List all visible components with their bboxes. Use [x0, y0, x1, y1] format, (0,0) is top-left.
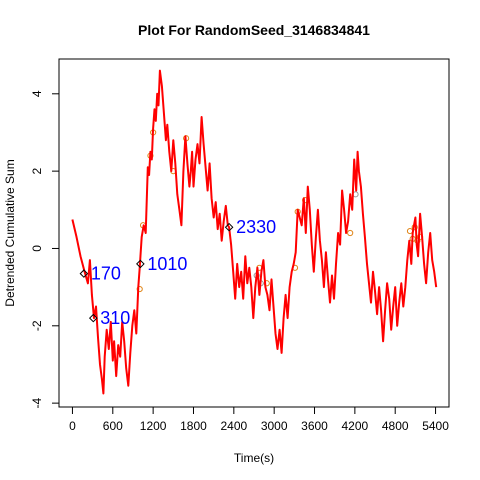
annotation-label: 1010 — [147, 254, 187, 274]
x-tick-label: 5400 — [422, 419, 449, 433]
annotation-diamond — [79, 269, 89, 278]
annotation-diamond — [88, 313, 98, 323]
x-axis-label: Time(s) — [234, 451, 274, 465]
chart-title: Plot For RandomSeed_3146834841 — [138, 22, 370, 38]
x-tick-label: 1800 — [180, 419, 207, 433]
y-tick-label: -2 — [30, 320, 44, 331]
y-tick-label: 4 — [30, 90, 44, 97]
annotation-diamond — [224, 222, 234, 232]
series-line — [71, 69, 438, 395]
annotation-label: 2330 — [236, 217, 276, 237]
x-tick-label: 1200 — [140, 419, 167, 433]
annotation-label: 170 — [91, 264, 121, 284]
annotation-diamond — [136, 259, 145, 269]
x-tick-label: 4800 — [382, 419, 409, 433]
x-tick-label: 2400 — [220, 419, 247, 433]
x-tick-label: 3000 — [261, 419, 288, 433]
y-tick-label: 2 — [30, 167, 44, 174]
x-tick-label: 4200 — [342, 419, 369, 433]
y-axis-label: Detrended Cumulative Sum — [3, 159, 17, 306]
orange-marker — [347, 229, 354, 237]
orange-marker — [136, 285, 143, 293]
x-tick-label: 3600 — [301, 419, 328, 433]
y-tick-label: -4 — [30, 397, 44, 408]
plot-area: 170 310 1010 2330 — [71, 69, 438, 395]
x-tick-label: 0 — [69, 419, 76, 433]
annotation-label: 310 — [100, 308, 130, 328]
y-tick-label: 0 — [30, 245, 44, 252]
x-tick-label: 600 — [103, 419, 123, 433]
